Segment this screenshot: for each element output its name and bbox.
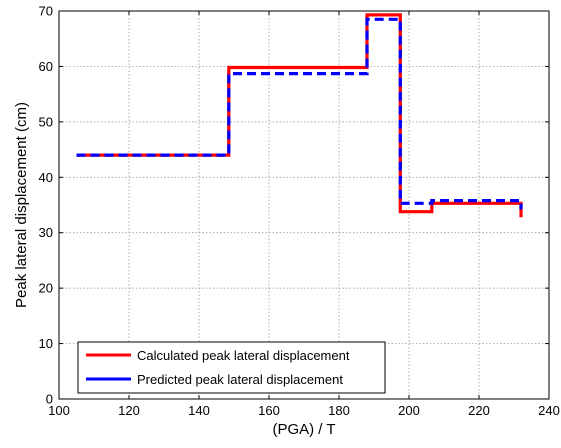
y-tick-label: 0 <box>46 392 53 407</box>
y-tick-label: 30 <box>39 225 53 240</box>
x-tick-label: 160 <box>258 403 280 418</box>
x-tick-label: 220 <box>468 403 490 418</box>
plot-frame <box>58 10 550 400</box>
legend-box <box>77 341 386 394</box>
y-axis-label: Peak lateral displacement (cm) <box>13 102 30 308</box>
x-tick-label: 180 <box>328 403 350 418</box>
x-tick-label: 200 <box>398 403 420 418</box>
axis-ticks: 100 120 140 160 180 200 220 240 0 10 20 30 40 50 60 70 <box>39 4 560 419</box>
x-axis-label: (PGA) / T <box>272 421 335 438</box>
y-tick-label: 50 <box>39 114 53 129</box>
y-tick-label: 70 <box>39 4 53 19</box>
y-tick-label: 40 <box>39 170 53 185</box>
legend-label-predicted: Predicted peak lateral displacement <box>137 372 343 387</box>
x-tick-label: 240 <box>538 403 560 418</box>
y-tick-label: 10 <box>39 336 53 351</box>
series-group <box>76 13 523 218</box>
legend: Calculated peak lateral displacement Pre… <box>77 341 386 394</box>
legend-label-calculated: Calculated peak lateral displacement <box>137 348 350 363</box>
x-tick-label: 140 <box>188 403 210 418</box>
plot-area <box>59 11 549 399</box>
x-tick-label: 100 <box>48 403 70 418</box>
x-tick-label: 120 <box>118 403 140 418</box>
y-tick-label: 20 <box>39 281 53 296</box>
series-line-predicted <box>76 17 523 210</box>
y-tick-label: 60 <box>39 59 53 74</box>
